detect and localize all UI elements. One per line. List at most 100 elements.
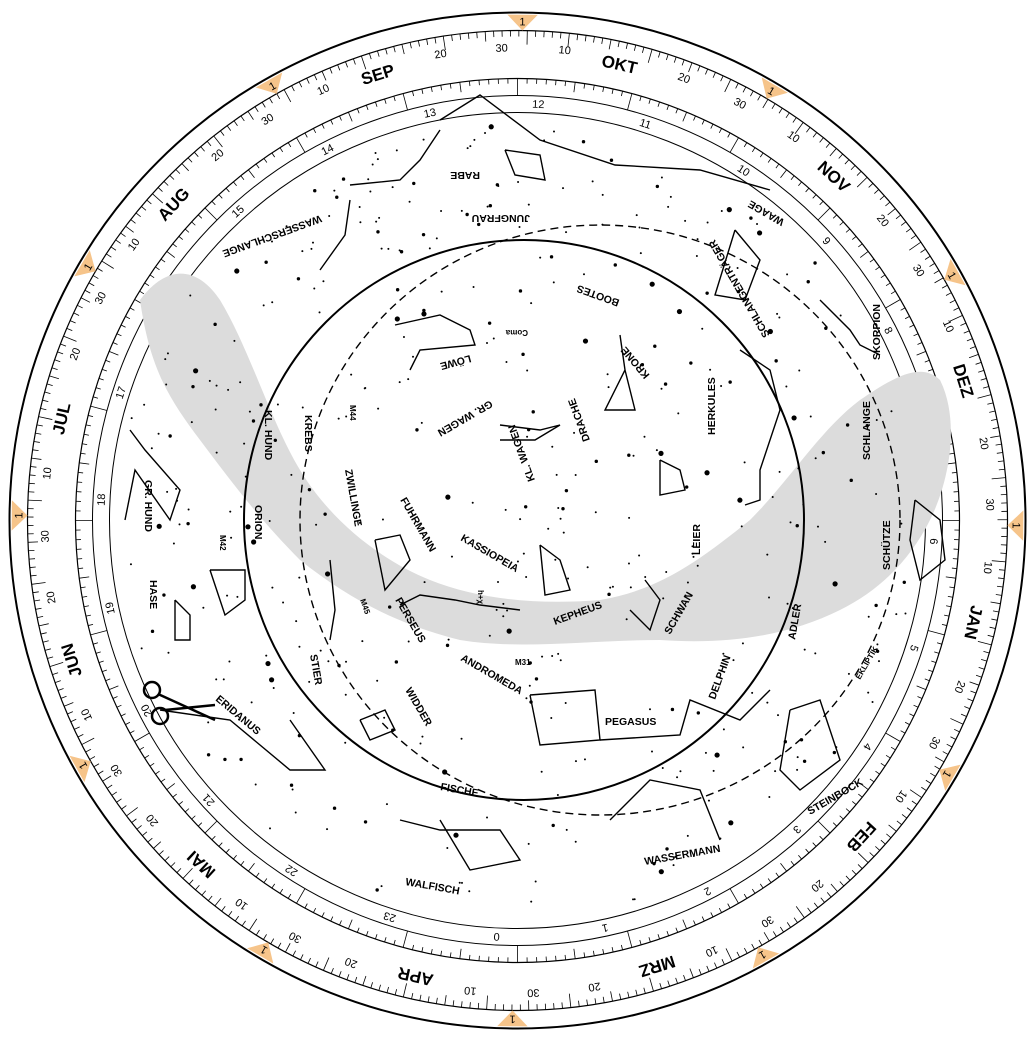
hour-tick (900, 730, 906, 734)
star (311, 241, 314, 244)
hour-tick (347, 919, 353, 930)
hour-tick (83, 605, 89, 608)
hour-tick (928, 669, 933, 673)
star (402, 336, 405, 339)
star (875, 492, 878, 495)
hour-tick (330, 916, 334, 922)
hour-tick (116, 704, 122, 708)
day-label: 30 (108, 762, 125, 779)
star (344, 693, 347, 696)
date-tick (627, 991, 630, 998)
star (376, 679, 379, 682)
star (551, 445, 554, 448)
hour-tick (924, 678, 930, 682)
date-tick (228, 911, 233, 917)
date-tick (561, 1002, 563, 1009)
star (387, 247, 390, 250)
star (528, 684, 531, 687)
label-schlange: SCHLANGE (861, 401, 873, 460)
date-tick (779, 926, 784, 933)
date-tick (995, 443, 1002, 446)
star (813, 261, 817, 265)
star (230, 536, 233, 539)
hour-label: 19 (104, 601, 118, 615)
date-tick (277, 942, 282, 949)
date-tick (307, 957, 311, 964)
star (421, 735, 424, 738)
hour-tick (279, 888, 284, 894)
star (519, 518, 522, 521)
hour-tick (78, 567, 84, 570)
star (658, 450, 664, 457)
star (191, 384, 195, 389)
label-orion: ORION (252, 505, 264, 539)
star (471, 501, 474, 504)
date-tick (57, 351, 64, 355)
hour-tick (95, 387, 101, 390)
hour-label: 11 (638, 117, 653, 132)
date-tick (81, 737, 95, 745)
date-tick (393, 46, 396, 53)
date-tick (486, 995, 488, 1010)
hour-tick (729, 888, 739, 904)
hour-tick (393, 939, 396, 945)
star (189, 294, 192, 297)
star (421, 311, 427, 317)
hour-tick (710, 912, 714, 918)
hour-tick (155, 266, 160, 271)
date-tick (283, 89, 292, 103)
day-label: 10 (785, 129, 802, 146)
date-tick (888, 824, 897, 832)
stars (129, 124, 907, 903)
star (803, 648, 806, 651)
date-tick (153, 841, 162, 849)
date-tick (633, 44, 637, 51)
date-tick (997, 460, 1004, 462)
star (313, 287, 316, 290)
date-tick (725, 948, 733, 962)
date-tick (964, 706, 971, 710)
star (259, 527, 262, 530)
date-tick (920, 248, 926, 253)
star (847, 672, 850, 675)
star (528, 661, 532, 665)
hour-label: 13 (423, 107, 437, 121)
date-tick (141, 206, 147, 211)
star (660, 176, 663, 179)
label-rabe: RABE (450, 169, 480, 181)
star (632, 454, 635, 457)
hour-tick (839, 815, 844, 820)
date-tick (362, 975, 367, 986)
star (652, 861, 656, 866)
star (565, 828, 568, 831)
date-tick (736, 951, 741, 958)
star (677, 412, 680, 415)
star (704, 470, 710, 476)
date-tick (169, 175, 175, 180)
star (635, 214, 638, 217)
date-tick (689, 968, 694, 978)
star (766, 701, 769, 704)
date-tick (97, 267, 103, 272)
hour-label: 5 (907, 643, 920, 653)
star (408, 200, 411, 203)
date-tick (857, 852, 869, 863)
date-tick (49, 662, 64, 667)
date-tick (247, 111, 254, 120)
hour-tick (947, 595, 953, 598)
day-label: 10 (464, 984, 477, 997)
star (468, 890, 471, 893)
star (269, 827, 272, 830)
date-tick (152, 193, 164, 204)
star (294, 811, 297, 814)
hour-tick (430, 86, 433, 92)
date-tick (989, 410, 996, 413)
star (798, 369, 801, 372)
star (662, 597, 665, 600)
hour-tick (819, 835, 824, 841)
date-tick (743, 947, 748, 954)
day-label: 10 (79, 707, 95, 723)
star (248, 410, 251, 413)
date-tick (968, 354, 979, 359)
star (791, 415, 797, 421)
